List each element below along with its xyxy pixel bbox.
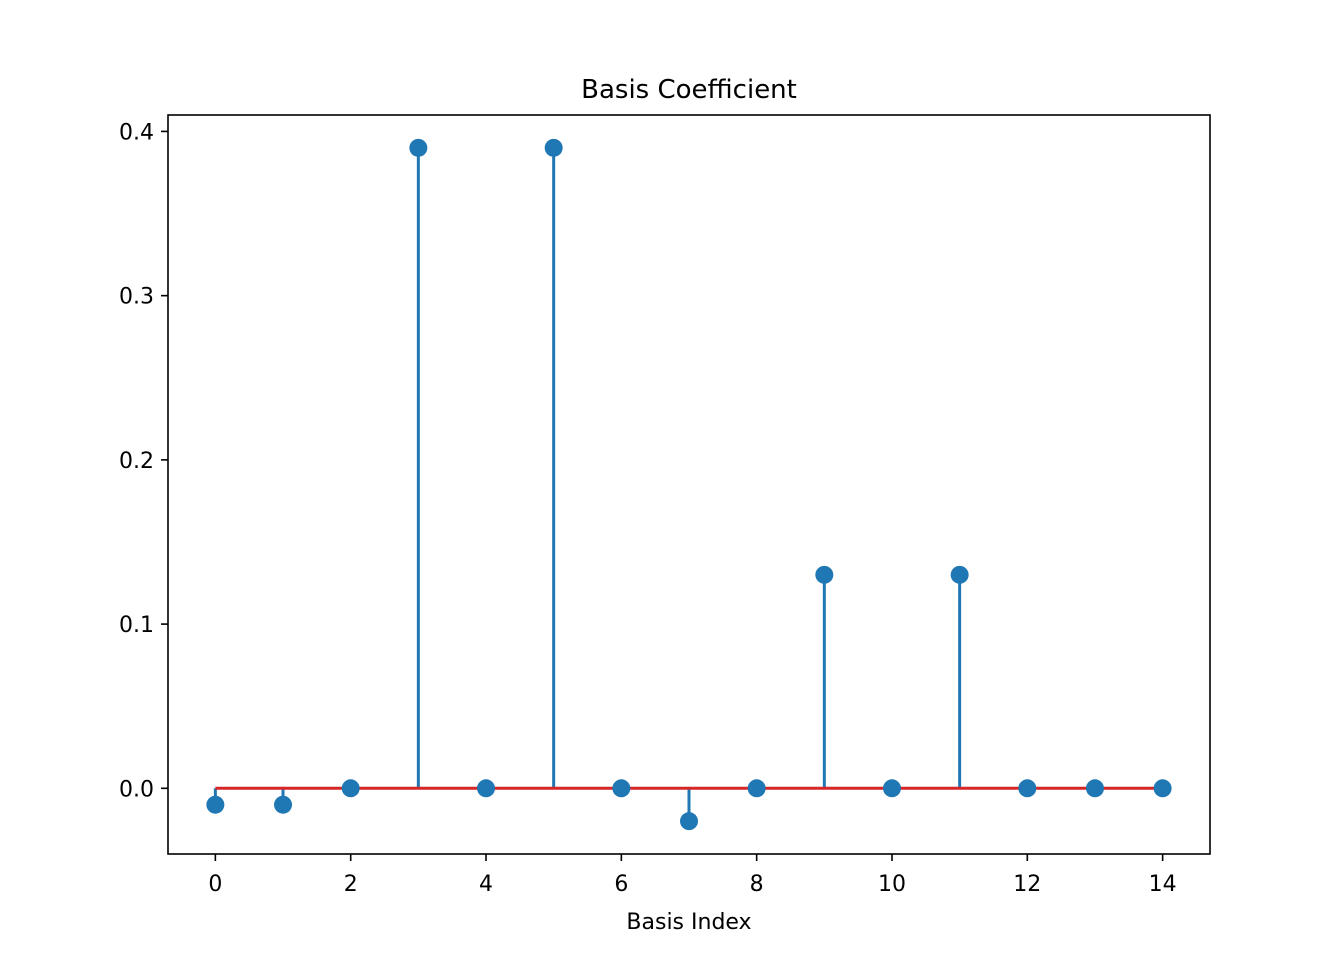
y-tick-label: 0.1 <box>119 613 154 638</box>
y-tick-label: 0.3 <box>119 285 154 310</box>
y-tick-label: 0.0 <box>119 777 154 802</box>
stem-marker <box>1153 779 1172 798</box>
stem-marker <box>680 812 698 831</box>
x-tick-label: 2 <box>344 872 358 897</box>
plot-area <box>206 138 1172 831</box>
stem-marker <box>274 795 293 814</box>
y-tick-label: 0.2 <box>119 449 154 474</box>
stem-marker <box>409 138 428 157</box>
x-axis-label: Basis Index <box>626 910 751 935</box>
x-tick-label: 12 <box>1013 872 1041 897</box>
x-tick-label: 8 <box>750 872 764 897</box>
stem-marker <box>1085 779 1104 798</box>
x-tick-label: 0 <box>208 872 222 897</box>
x-tick-label: 14 <box>1149 872 1177 897</box>
stem-marker <box>950 565 969 584</box>
plot-frame <box>167 114 1211 855</box>
stem-marker <box>815 565 834 584</box>
stem-marker <box>612 779 631 798</box>
y-tick-label: 0.4 <box>119 120 154 145</box>
x-tick-label: 6 <box>614 872 628 897</box>
stem-marker <box>206 795 225 814</box>
stem-marker <box>1018 779 1037 798</box>
x-axis: 0 2 4 6 8 10 12 14 <box>208 854 1177 897</box>
stem-marker <box>544 138 563 157</box>
x-tick-label: 4 <box>479 872 493 897</box>
stem-marker <box>882 779 901 798</box>
y-axis: 0.0 0.1 0.2 0.3 0.4 <box>119 120 168 802</box>
stem-marker <box>747 779 766 798</box>
stem-marker <box>477 779 496 798</box>
stem-marker <box>341 779 360 798</box>
chart-title: Basis Coefficient <box>581 75 797 105</box>
x-tick-label: 10 <box>878 872 906 897</box>
